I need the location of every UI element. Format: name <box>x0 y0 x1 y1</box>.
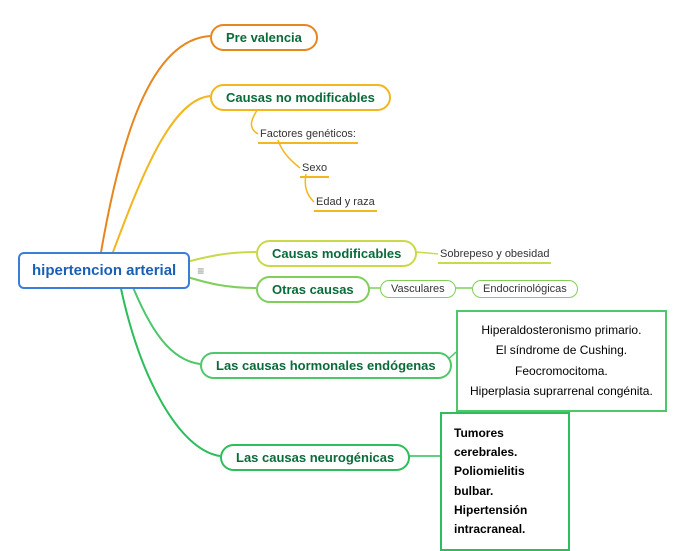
branch-hormonales[interactable]: Las causas hormonales endógenas <box>200 352 452 379</box>
leaf-pill[interactable]: Endocrinológicas <box>472 280 578 298</box>
edge <box>130 280 200 364</box>
edge <box>305 174 314 202</box>
leaf-uline[interactable]: Factores genéticos: <box>258 128 358 144</box>
detail-box-hormonales[interactable]: Hiperaldosteronismo primario.El síndrome… <box>456 310 667 412</box>
leaf-uline[interactable]: Sexo <box>300 162 329 178</box>
branch-modif[interactable]: Causas modificables <box>256 240 417 267</box>
box-line: Tumores cerebrales. <box>454 424 556 462</box>
menu-icon[interactable]: ≡ <box>197 264 204 278</box>
branch-neuro[interactable]: Las causas neurogénicas <box>220 444 410 471</box>
detail-box-neuro[interactable]: Tumores cerebrales.Poliomielitis bulbar.… <box>440 412 570 551</box>
branch-prevalencia[interactable]: Pre valencia <box>210 24 318 51</box>
box-line: Poliomielitis bulbar. <box>454 462 556 500</box>
edge <box>278 140 300 168</box>
edge <box>100 36 210 258</box>
edge <box>110 96 210 260</box>
leaf-uline[interactable]: Edad y raza <box>314 196 377 212</box>
leaf-pill[interactable]: Vasculares <box>380 280 456 298</box>
root-label: hipertencion arterial <box>32 262 176 279</box>
leaf-uline[interactable]: Sobrepeso y obesidad <box>438 248 551 264</box>
box-line: Feocromocitoma. <box>470 361 653 381</box>
box-line: Hiperplasia suprarrenal congénita. <box>470 381 653 401</box>
branch-no_modif[interactable]: Causas no modificables <box>210 84 391 111</box>
root-node[interactable]: hipertencion arterial ≡ <box>18 252 190 289</box>
branch-otras[interactable]: Otras causas <box>256 276 370 303</box>
box-line: El síndrome de Cushing. <box>470 340 653 360</box>
box-line: Hiperaldosteronismo primario. <box>470 320 653 340</box>
